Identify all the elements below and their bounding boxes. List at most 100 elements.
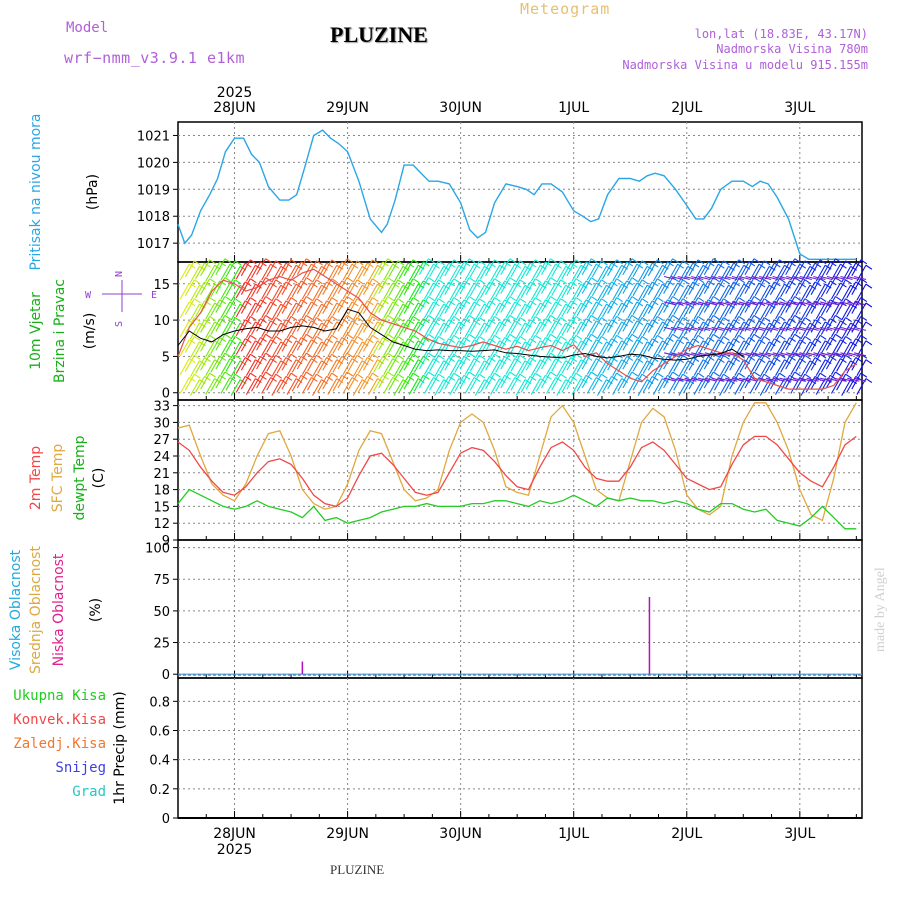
temperature-ytick-label: 12 [153,517,170,532]
wind-barb [322,316,333,333]
wind-barb [749,282,760,300]
wind-barb-flag [794,258,801,264]
wind-barb [780,375,791,392]
wind-barb-flag [300,374,308,380]
wind-barb [663,277,674,294]
wind-barb-east [670,326,684,331]
wind-barb-flag [575,315,583,321]
wind-barb [195,262,206,280]
wind-barb [632,298,643,315]
wind-barb-flag [209,334,216,340]
wind-key-north: N [114,271,125,277]
wind-barb [764,281,775,299]
wind-barb-flag [290,372,298,378]
wind-barb [688,297,699,314]
wind-barb [510,336,521,353]
wind-barb [541,371,551,389]
wind-barb-east [684,326,697,331]
wind-barb [459,277,470,294]
wind-barb [393,360,404,378]
wind-barb-flag [626,261,634,267]
wind-barb-flag [412,278,420,284]
wind-barb [520,338,531,355]
wind-barb [368,321,378,339]
wind-barb-east [697,275,711,281]
wind-barb-flag [356,317,364,322]
wind-barb-flag [387,333,394,339]
pressure-frame [177,121,863,263]
wind-barb [785,315,796,332]
wind-barb [245,359,256,376]
wind-barb-flag [453,353,461,359]
wind-barb-flag [748,299,756,305]
wind-barb-flag [438,373,445,379]
wind-barb [378,333,389,351]
wind-barb-flag [478,317,486,322]
wind-barb [632,279,643,297]
wind-barb [485,278,495,295]
wind-barb-flag [636,339,644,345]
wind-barb [434,322,445,340]
clouds-ytick-label: 75 [153,573,170,588]
wind-barb [739,318,750,335]
wind-barb [530,302,541,320]
wind-barb [357,376,368,393]
wind-barb [301,377,312,394]
wind-barb [703,277,714,294]
wind-barb [317,338,328,355]
wind-barb-flag [555,377,562,382]
wind-barb [485,297,495,314]
wind-barb-flag [789,337,796,342]
wind-barb-flag [590,333,598,339]
wind-barb [388,373,399,391]
wind-barb [383,339,394,356]
wind-barb [591,279,602,297]
wind-barb-flag [560,373,567,379]
wind-barb [647,259,658,277]
wind-barb-flag [677,358,684,364]
wind-barb [332,375,343,392]
wind-barb [393,266,404,283]
wind-barb [724,281,735,299]
wind-barb-flag [422,337,430,342]
wind-barb [642,319,653,336]
wind-barb [210,280,221,298]
wind-barb-flag [845,373,852,379]
wind-barb-flag [494,372,501,378]
wind-barb [602,300,613,318]
wind-barb-flag [860,278,868,284]
wind-barb [815,283,826,301]
wind-barb [251,318,261,335]
pressure-ytick-label: 1021 [137,129,170,144]
temperature-frame [177,399,863,541]
wind-barb-flag [504,280,511,286]
wind-barb [673,260,684,278]
wind-barb-flag [763,279,771,285]
wind-barb [851,335,862,352]
wind-barb [235,376,246,393]
wind-barb [189,266,200,283]
wind-gust-line [177,268,857,390]
wind-barb-flag [509,277,517,283]
wind-barb-flag [438,354,445,360]
wind-barb [744,352,755,370]
wind-barb [673,298,684,315]
wind-barb [362,353,373,371]
wind-barb [515,303,526,321]
wind-barb-flag [412,259,420,265]
wind-barb-flag [631,314,639,320]
wind-barb [693,264,704,282]
wind-barb-east [853,275,867,281]
wind-barb-east [847,352,860,357]
wind-barb [449,264,460,282]
wind-barb [362,335,373,352]
wind-barb [586,320,597,338]
footer-station: PLUZINE [330,862,385,877]
wind-barb-flag [387,258,394,264]
wind-barb-flag [672,333,679,339]
wind-barb [607,335,618,352]
wind-barb [764,376,775,393]
wind-barb [261,263,272,281]
wind-barb-flag [224,296,232,301]
wind-barb-flag [209,372,216,378]
